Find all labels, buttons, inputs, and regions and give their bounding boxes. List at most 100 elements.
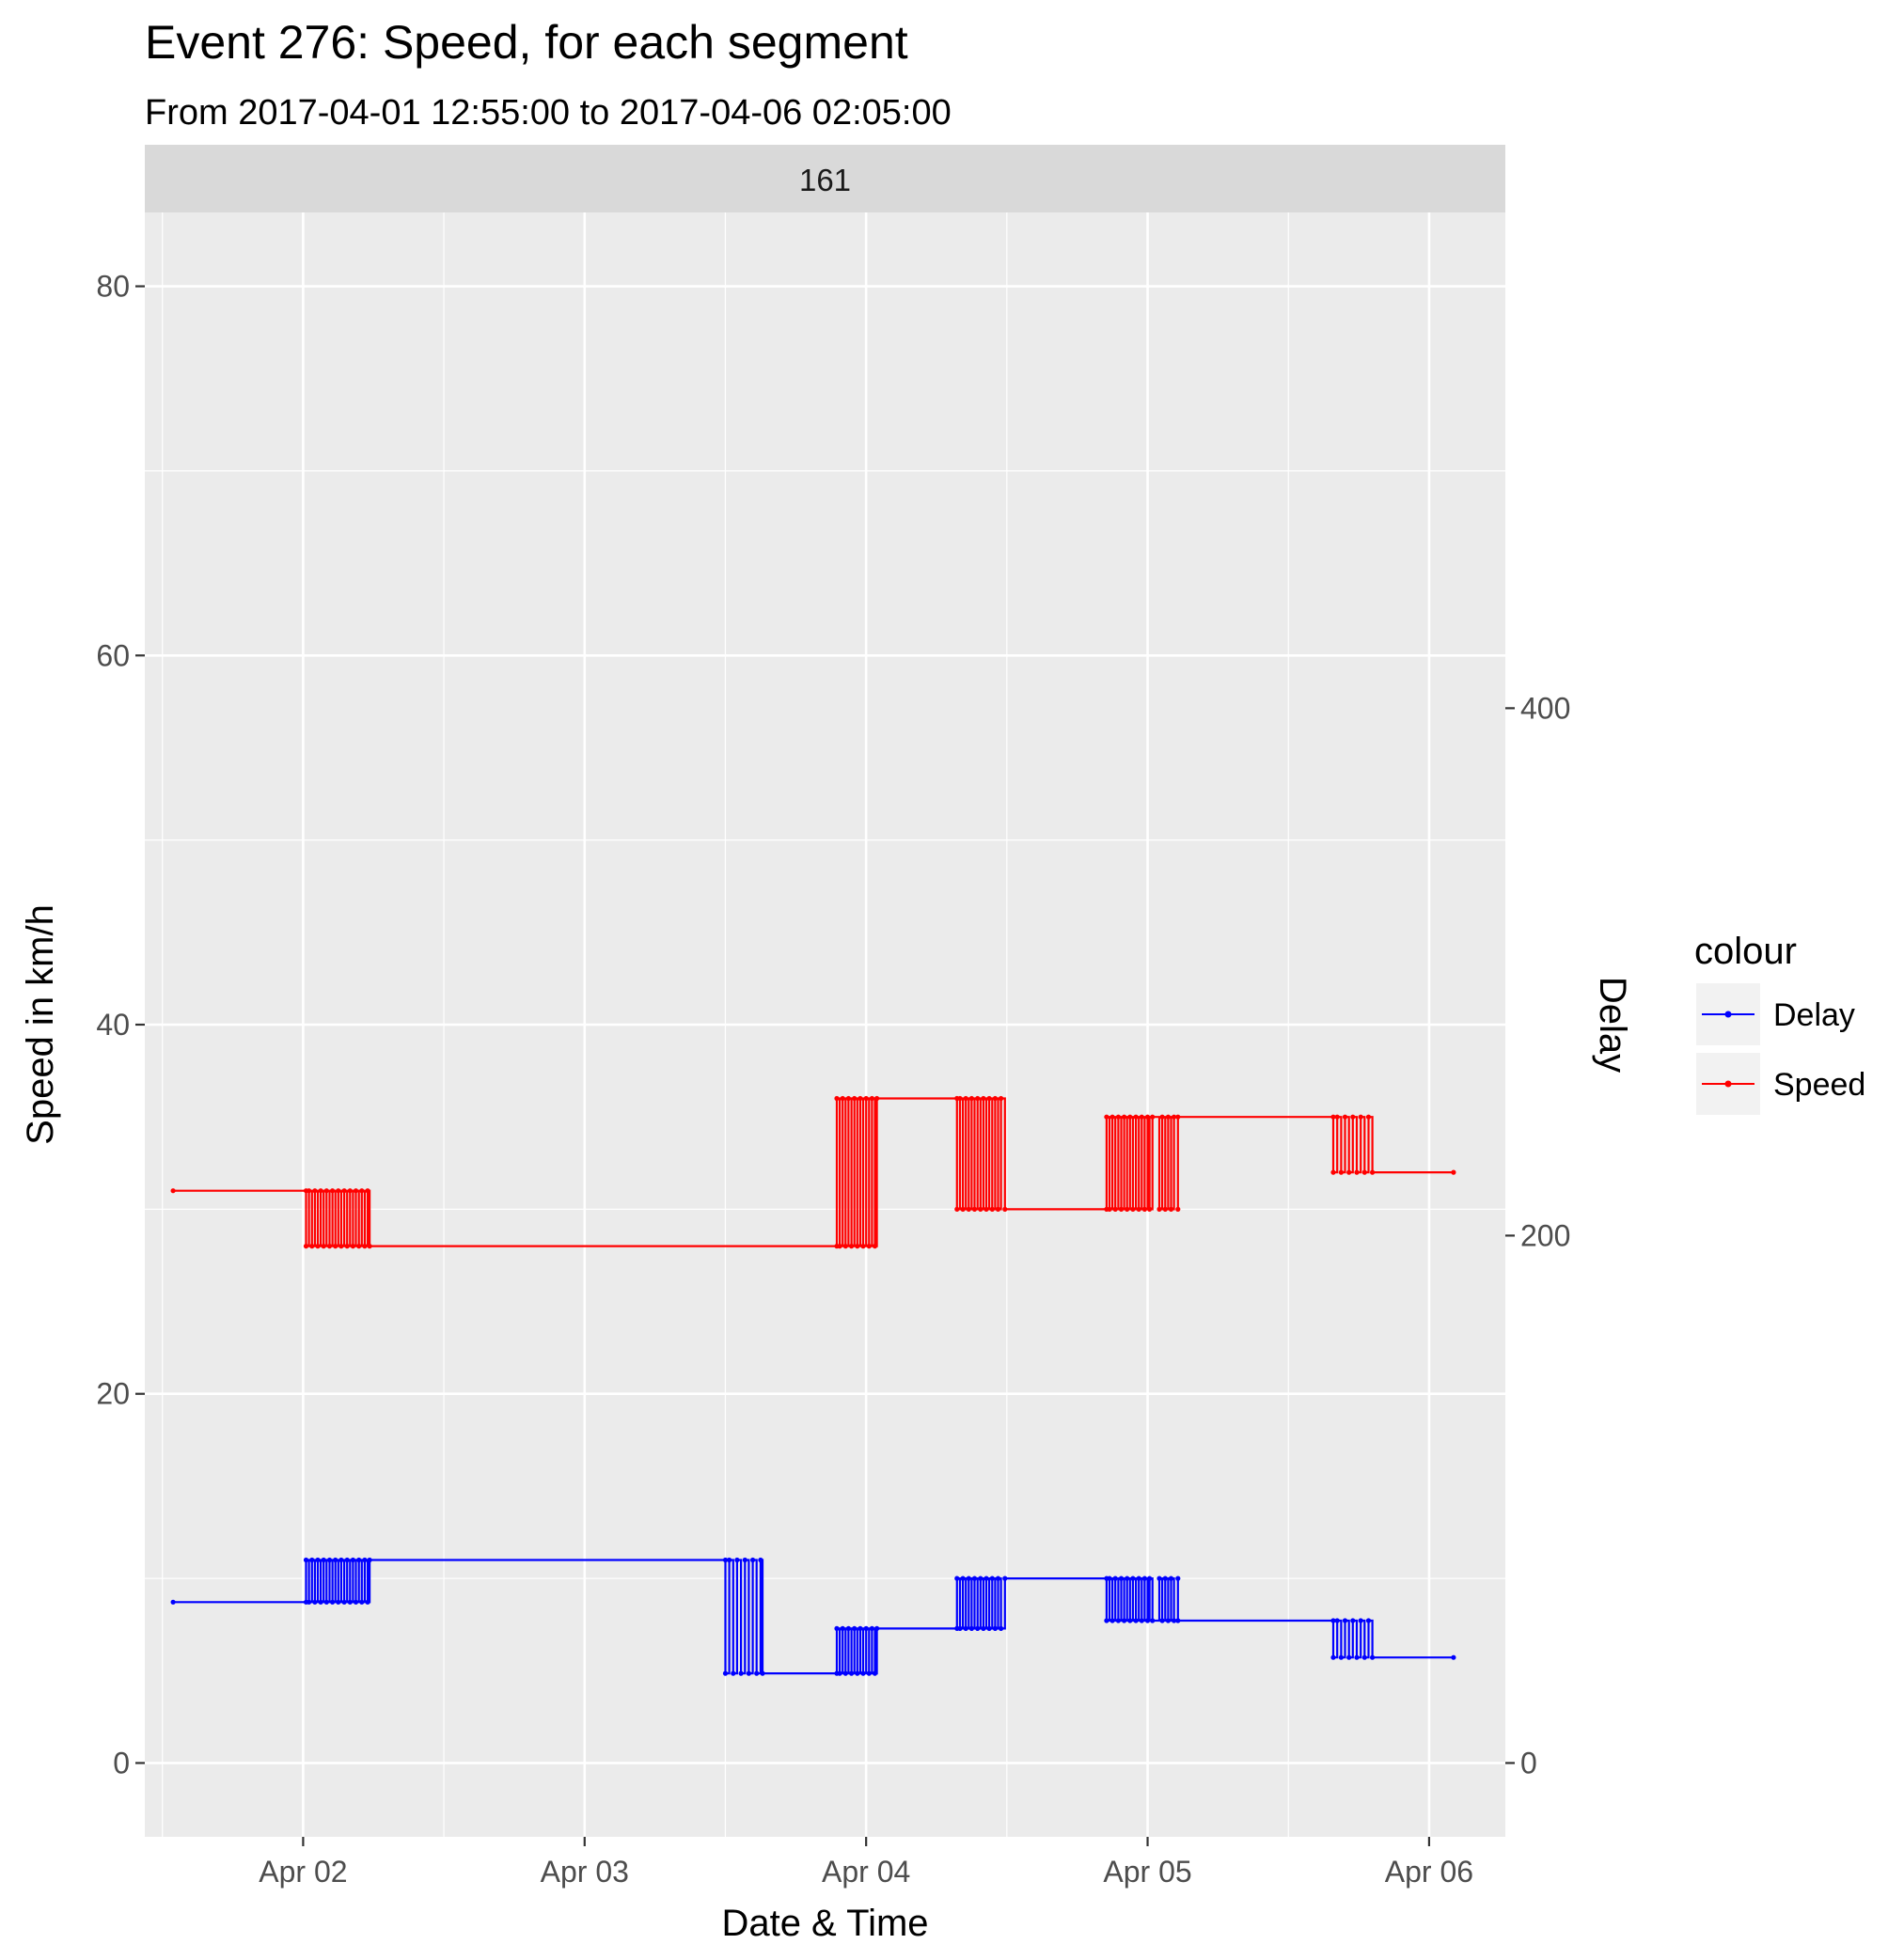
data-point-speed bbox=[1159, 1114, 1165, 1120]
data-point-delay bbox=[307, 1599, 312, 1605]
data-point-delay bbox=[1144, 1618, 1151, 1623]
data-point-delay bbox=[1350, 1618, 1356, 1623]
data-point-delay bbox=[750, 1557, 756, 1563]
data-point-speed bbox=[1358, 1114, 1363, 1120]
data-point-delay bbox=[1139, 1618, 1144, 1623]
x-tick-label: Apr 02 bbox=[259, 1855, 347, 1889]
data-point-speed bbox=[954, 1206, 960, 1212]
data-point-delay bbox=[1361, 1654, 1367, 1660]
legend-label-delay: Delay bbox=[1773, 997, 1855, 1033]
y2-axis-title: Delay bbox=[1592, 977, 1633, 1073]
data-point-delay bbox=[1104, 1618, 1109, 1623]
data-point-speed bbox=[1144, 1114, 1151, 1120]
data-point-delay bbox=[1150, 1618, 1156, 1623]
x-tick-label: Apr 03 bbox=[541, 1855, 629, 1889]
data-point-speed bbox=[1361, 1169, 1367, 1175]
data-point-speed bbox=[855, 1244, 860, 1249]
data-point-delay bbox=[986, 1625, 992, 1631]
legend: colour Delay Speed bbox=[1694, 931, 1865, 1115]
data-point-delay bbox=[968, 1625, 974, 1631]
data-point-delay bbox=[863, 1625, 869, 1631]
data-point-delay bbox=[1338, 1654, 1344, 1660]
data-point-delay bbox=[995, 1576, 1001, 1581]
data-point-delay bbox=[722, 1557, 729, 1563]
data-point-delay bbox=[312, 1599, 318, 1605]
data-point-delay bbox=[1157, 1576, 1162, 1581]
data-point-delay bbox=[978, 1576, 983, 1581]
data-point-delay bbox=[966, 1576, 971, 1581]
y-tick-label: 40 bbox=[96, 1008, 130, 1042]
data-point-delay bbox=[727, 1557, 732, 1563]
data-point-delay bbox=[731, 1670, 736, 1676]
data-point-speed bbox=[330, 1188, 336, 1194]
data-point-delay bbox=[1136, 1576, 1141, 1581]
data-point-delay bbox=[318, 1599, 323, 1605]
data-point-speed bbox=[1330, 1114, 1336, 1120]
data-point-delay bbox=[999, 1625, 1004, 1631]
legend-label-speed: Speed bbox=[1773, 1067, 1865, 1103]
data-point-speed bbox=[367, 1244, 372, 1249]
data-point-delay bbox=[338, 1557, 344, 1563]
data-point-speed bbox=[312, 1188, 318, 1194]
data-point-speed bbox=[852, 1095, 858, 1102]
data-point-delay bbox=[1358, 1618, 1363, 1623]
x-axis-title: Date & Time bbox=[721, 1903, 928, 1944]
data-point-speed bbox=[1133, 1114, 1139, 1120]
data-point-delay bbox=[1118, 1576, 1125, 1581]
data-point-speed bbox=[365, 1188, 370, 1194]
facet-label: 161 bbox=[799, 163, 851, 197]
data-point-speed bbox=[338, 1244, 344, 1249]
data-point-speed bbox=[981, 1095, 986, 1102]
legend-point-delay bbox=[1724, 1011, 1732, 1018]
data-point-speed bbox=[356, 1244, 362, 1249]
data-point-delay bbox=[852, 1625, 858, 1631]
data-point-speed bbox=[866, 1244, 872, 1249]
data-point-delay bbox=[365, 1599, 370, 1605]
data-point-delay bbox=[1330, 1654, 1336, 1660]
data-point-speed bbox=[353, 1188, 359, 1194]
data-point-speed bbox=[336, 1188, 341, 1194]
data-point-speed bbox=[1342, 1114, 1348, 1120]
data-point-speed bbox=[326, 1244, 333, 1249]
data-point-speed bbox=[1118, 1206, 1125, 1212]
data-point-delay bbox=[356, 1557, 362, 1563]
data-point-delay bbox=[992, 1625, 998, 1631]
data-point-speed bbox=[309, 1244, 315, 1249]
y-tick-label: 0 bbox=[113, 1746, 130, 1779]
x-tick-label: Apr 06 bbox=[1385, 1855, 1473, 1889]
data-point-delay bbox=[350, 1557, 355, 1563]
data-point-speed bbox=[1115, 1114, 1121, 1120]
y-axis-title: Speed in km/h bbox=[20, 904, 61, 1145]
data-point-delay bbox=[330, 1599, 336, 1605]
data-point-delay bbox=[1109, 1618, 1115, 1623]
data-point-delay bbox=[1365, 1618, 1372, 1623]
data-point-speed bbox=[1109, 1114, 1115, 1120]
data-point-speed bbox=[1122, 1114, 1127, 1120]
data-point-delay bbox=[1002, 1576, 1008, 1581]
data-point-speed bbox=[845, 1095, 852, 1102]
data-point-delay bbox=[1342, 1618, 1348, 1623]
data-point-speed bbox=[1162, 1206, 1168, 1212]
data-point-speed bbox=[872, 1244, 878, 1249]
chart-subtitle: From 2017-04-01 12:55:00 to 2017-04-06 0… bbox=[145, 93, 952, 133]
data-point-speed bbox=[1112, 1206, 1118, 1212]
data-point-delay bbox=[840, 1625, 845, 1631]
facet-strip bbox=[145, 145, 1505, 212]
data-point-delay bbox=[170, 1599, 176, 1605]
data-point-speed bbox=[971, 1206, 978, 1212]
data-point-speed bbox=[1451, 1169, 1456, 1175]
data-point-delay bbox=[1370, 1654, 1376, 1660]
data-point-speed bbox=[323, 1188, 329, 1194]
data-point-speed bbox=[986, 1095, 992, 1102]
data-point-speed bbox=[1157, 1206, 1162, 1212]
y-tick-label: 60 bbox=[96, 638, 130, 672]
data-point-delay bbox=[341, 1599, 347, 1605]
data-point-delay bbox=[1112, 1576, 1118, 1581]
data-point-delay bbox=[983, 1576, 989, 1581]
data-point-speed bbox=[983, 1206, 989, 1212]
data-point-speed bbox=[999, 1095, 1004, 1102]
chart-title: Event 276: Speed, for each segment bbox=[145, 16, 908, 69]
data-point-delay bbox=[1330, 1618, 1336, 1623]
data-point-speed bbox=[359, 1188, 365, 1194]
